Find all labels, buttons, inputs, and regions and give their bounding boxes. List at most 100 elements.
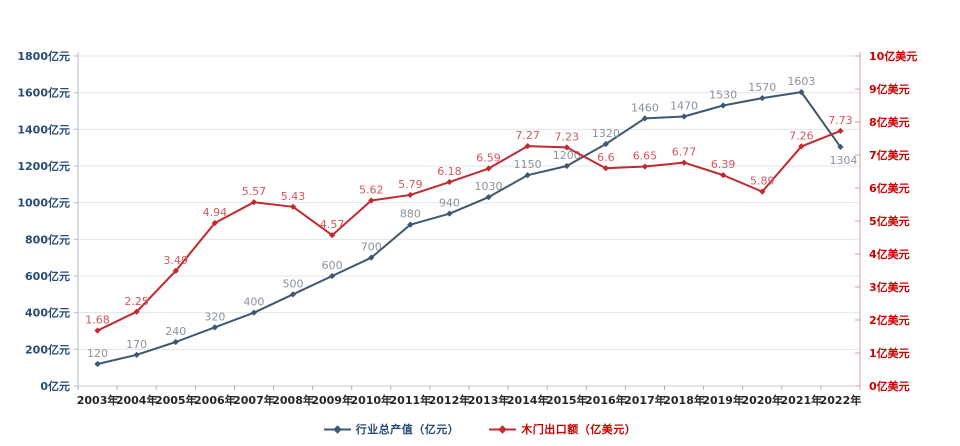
data-point-label: 4.57 xyxy=(320,218,345,231)
legend-line-marker-icon xyxy=(489,424,517,434)
data-point-label: 5.57 xyxy=(242,185,267,198)
x-axis-category-label: 2020年 xyxy=(741,393,783,407)
data-point-label: 1460 xyxy=(631,101,659,114)
data-point-marker xyxy=(485,194,492,201)
data-point-marker xyxy=(798,89,805,96)
data-point-label: 5.43 xyxy=(281,190,306,203)
x-axis-category-label: 2003年 xyxy=(77,393,119,407)
data-point-label: 3.49 xyxy=(164,254,189,267)
x-axis-category-label: 2013年 xyxy=(468,393,510,407)
data-point-label: 700 xyxy=(361,241,382,254)
right-axis-tick-label: 0亿美元 xyxy=(869,379,910,393)
legend-item-door-export: 木门出口额（亿美元） xyxy=(489,421,636,437)
data-point-marker xyxy=(407,221,414,228)
x-axis-category-label: 2015年 xyxy=(546,393,588,407)
x-axis-category-label: 2006年 xyxy=(194,393,236,407)
data-point-marker xyxy=(720,172,727,179)
legend-line-marker-icon xyxy=(323,424,351,434)
data-point-label: 4.94 xyxy=(203,206,228,219)
right-axis-tick-label: 10亿美元 xyxy=(869,49,917,63)
data-point-marker xyxy=(289,291,297,298)
data-point-marker xyxy=(641,163,649,170)
data-point-marker xyxy=(680,159,688,166)
data-point-marker xyxy=(133,351,140,358)
data-point-label: 1.68 xyxy=(85,314,110,327)
data-point-label: 1200 xyxy=(553,149,581,162)
data-point-label: 5.79 xyxy=(398,178,423,191)
series-line-1 xyxy=(97,129,841,332)
data-point-label: 5.62 xyxy=(359,184,384,197)
x-axis-category-label: 2019年 xyxy=(702,393,744,407)
data-point-marker xyxy=(446,178,453,186)
data-point-label: 120 xyxy=(87,347,108,360)
left-axis-tick-label: 1200亿元 xyxy=(17,159,70,173)
data-point-label: 6.59 xyxy=(476,152,501,165)
data-point-marker xyxy=(720,102,727,109)
data-point-marker xyxy=(759,95,766,102)
chart-legend: 行业总产值（亿元） 木门出口额（亿美元） xyxy=(0,421,960,437)
data-point-label: 940 xyxy=(439,197,460,210)
right-axis-tick-label: 2亿美元 xyxy=(869,313,910,327)
data-point-label: 1603 xyxy=(787,75,815,88)
data-point-label: 880 xyxy=(400,208,421,221)
x-axis-category-label: 2022年 xyxy=(820,393,862,407)
right-axis-tick-label: 6亿美元 xyxy=(869,181,910,195)
data-point-label: 7.26 xyxy=(789,129,814,142)
data-point-label: 6.39 xyxy=(711,158,736,171)
left-axis-tick-label: 1400亿元 xyxy=(17,122,70,136)
x-axis-category-label: 2007年 xyxy=(233,393,275,407)
right-axis-tick-label: 4亿美元 xyxy=(869,247,910,261)
left-axis-tick-label: 600亿元 xyxy=(25,269,70,283)
x-axis-category-label: 2010年 xyxy=(350,393,392,407)
data-point-label: 7.73 xyxy=(828,114,853,127)
data-point-marker xyxy=(329,272,336,280)
data-point-label: 6.6 xyxy=(597,151,615,164)
data-point-label: 400 xyxy=(243,296,264,309)
data-point-label: 7.23 xyxy=(555,130,580,143)
data-point-marker xyxy=(837,127,844,135)
data-point-marker xyxy=(172,338,179,346)
x-axis-category-label: 2017年 xyxy=(624,393,666,407)
data-point-label: 1320 xyxy=(592,127,620,140)
data-point-marker xyxy=(94,327,101,334)
right-axis-tick-label: 9亿美元 xyxy=(869,82,910,96)
x-axis-category-label: 2014年 xyxy=(507,393,549,407)
left-axis-tick-label: 800亿元 xyxy=(25,232,70,246)
data-point-label: 2.25 xyxy=(124,295,149,308)
right-axis-tick-label: 8亿美元 xyxy=(869,115,910,129)
data-point-label: 1570 xyxy=(748,81,776,94)
data-point-marker xyxy=(446,210,453,217)
data-point-label: 5.89 xyxy=(750,175,775,188)
x-axis-category-label: 2021年 xyxy=(781,393,823,407)
data-point-label: 1150 xyxy=(514,158,542,171)
legend-item-industry-output: 行业总产值（亿元） xyxy=(323,421,460,437)
right-axis-tick-label: 3亿美元 xyxy=(869,280,910,294)
right-axis-tick-label: 7亿美元 xyxy=(869,148,910,162)
right-axis-tick-label: 5亿美元 xyxy=(869,214,910,228)
x-axis-category-label: 2011年 xyxy=(390,393,432,407)
data-point-label: 500 xyxy=(283,277,304,290)
data-point-label: 240 xyxy=(165,325,186,338)
left-axis-tick-label: 1800亿元 xyxy=(17,49,70,63)
data-point-label: 6.77 xyxy=(672,146,697,159)
x-axis-category-label: 2005年 xyxy=(155,393,197,407)
x-axis-category-label: 2012年 xyxy=(429,393,471,407)
left-axis-tick-label: 400亿元 xyxy=(25,306,70,320)
right-axis-tick-label: 1亿美元 xyxy=(869,346,910,360)
x-axis-category-label: 2009年 xyxy=(311,393,353,407)
data-point-marker xyxy=(250,199,258,206)
legend-label-door-export: 木门出口额（亿美元） xyxy=(521,423,637,436)
data-point-label: 6.18 xyxy=(437,165,462,178)
data-point-label: 600 xyxy=(322,259,343,272)
legend-label-industry-output: 行业总产值（亿元） xyxy=(355,423,460,436)
data-point-label: 1470 xyxy=(670,100,698,113)
x-axis-category-label: 2004年 xyxy=(116,393,158,407)
data-point-label: 1530 xyxy=(709,89,737,102)
data-point-label: 170 xyxy=(126,338,147,351)
data-point-marker xyxy=(250,309,258,316)
x-axis-category-label: 2018年 xyxy=(663,393,705,407)
data-point-label: 1304 xyxy=(829,154,857,167)
series-line-0 xyxy=(97,91,842,365)
